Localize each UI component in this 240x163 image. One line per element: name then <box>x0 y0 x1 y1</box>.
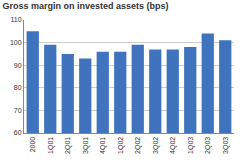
svg-text:2Q01: 2Q01 <box>64 137 72 154</box>
svg-text:110: 110 <box>10 16 21 23</box>
svg-text:4Q02: 4Q02 <box>169 137 177 154</box>
svg-text:90: 90 <box>14 62 22 69</box>
svg-text:1Q02: 1Q02 <box>117 137 125 154</box>
svg-text:80: 80 <box>14 84 22 91</box>
svg-text:3Q03: 3Q03 <box>222 137 230 154</box>
svg-text:2000: 2000 <box>29 137 36 153</box>
svg-text:100: 100 <box>10 39 22 46</box>
svg-text:3Q02: 3Q02 <box>152 137 160 154</box>
svg-text:1Q01: 1Q01 <box>47 137 55 154</box>
svg-text:2Q02: 2Q02 <box>134 137 142 154</box>
svg-text:2Q03: 2Q03 <box>204 137 212 154</box>
svg-text:Gross margin on invested asset: Gross margin on invested assets (bps) <box>2 1 168 11</box>
svg-text:3Q01: 3Q01 <box>82 137 90 154</box>
svg-text:1Q03: 1Q03 <box>187 137 195 154</box>
svg-text:4Q01: 4Q01 <box>99 137 107 154</box>
svg-text:70: 70 <box>14 107 22 114</box>
svg-text:60: 60 <box>14 129 22 136</box>
